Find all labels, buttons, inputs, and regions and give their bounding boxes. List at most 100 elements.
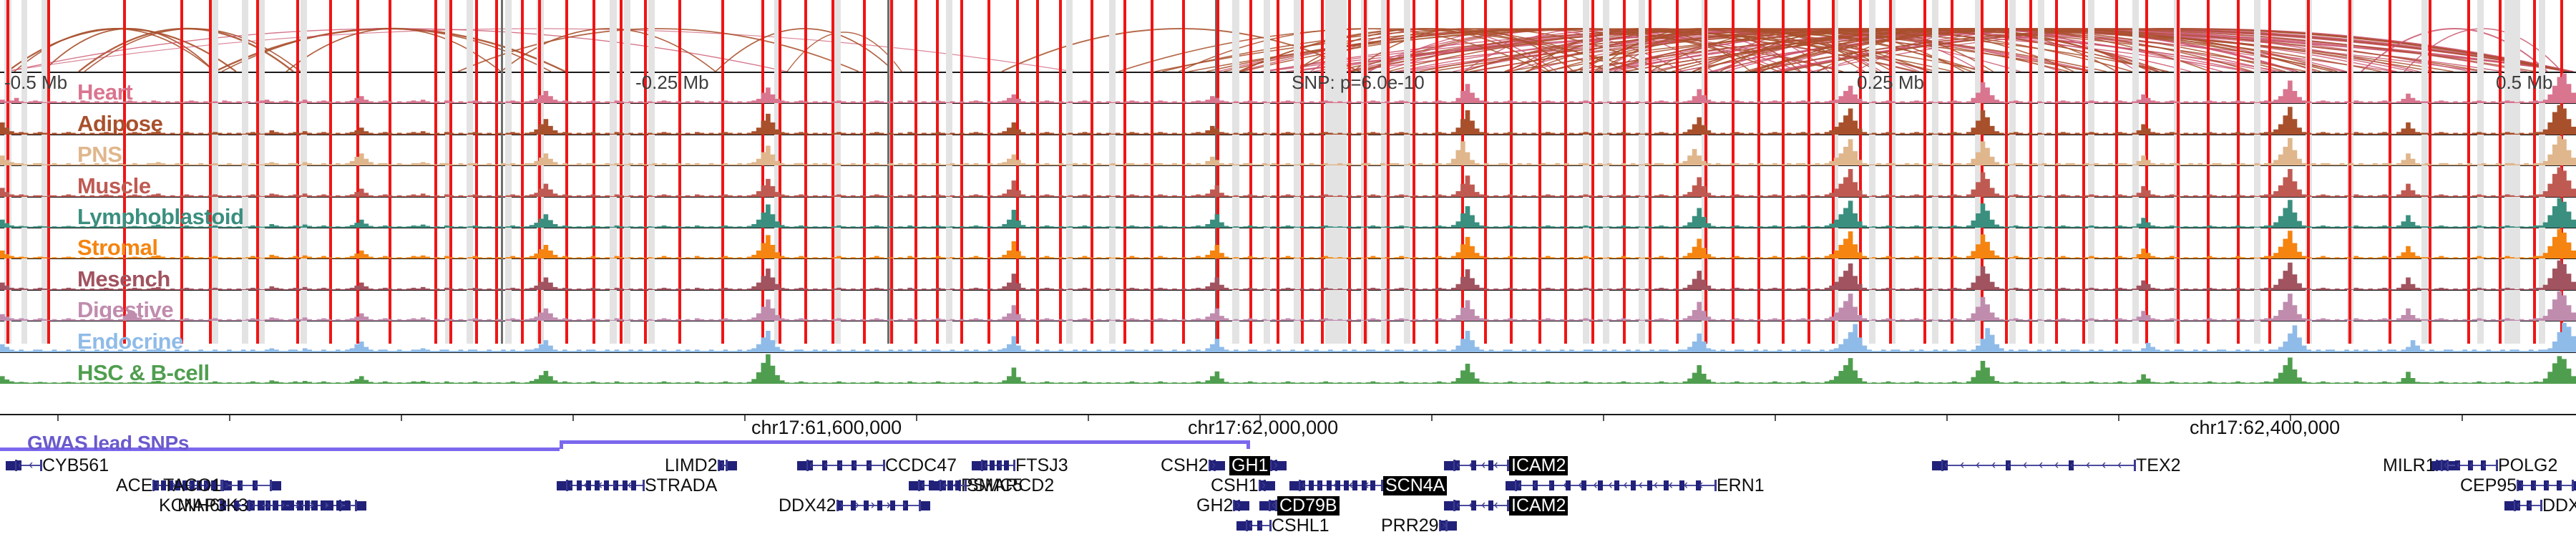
gene-start-cap [1270,460,1273,472]
gene-strand-arrow: ‹ [1668,478,1674,493]
gene-exon [305,500,311,511]
gene-strand-arrow: ‹ [2528,498,2533,513]
gene-scn4a[interactable]: ‹ ‹ ‹ ‹ ‹ SCN4A [1289,475,1448,495]
gene-strand-arrow: › [339,498,344,513]
gene-start-cap [566,480,568,492]
gene-terminus [797,460,806,470]
gene-limd2[interactable]: LIMD2 › [665,455,737,475]
gene-line [806,465,885,467]
chromatin-loop-arcs [0,0,2576,72]
signal-track-heart[interactable]: Heart [0,73,2576,105]
gene-strand-arrow: ‹ [1481,458,1486,473]
gene-icam2[interactable]: ‹ ‹ ‹ ‹ ICAM2 [1444,495,1568,516]
gene-csh2[interactable]: CSH2 › [1161,455,1225,475]
gene-prr29[interactable]: PRR29 › [1381,516,1457,535]
signal-track-mesench[interactable]: Mesench [0,259,2576,291]
gene-exon [919,480,924,491]
gene-exon [190,480,195,491]
gene-strand-arrow: ‹ [1991,458,1996,473]
signal-track-muscle[interactable]: Muscle [0,166,2576,198]
gene-icam2[interactable]: ‹ ‹ ‹ ‹ ICAM2 [1444,455,1568,475]
signal-track-pns[interactable]: PNS [0,135,2576,167]
gene-strada[interactable]: ‹ ‹ ‹ ‹ ‹ STRADA [557,475,717,495]
gene-gh1[interactable]: GH1 › [1229,455,1287,475]
gene-row: ACE››››TACO1›››‹‹‹‹‹STRADA‹‹‹PSMC5‹‹SMAR… [0,475,2576,495]
gene-terminus [1215,460,1225,470]
gene-ddx42[interactable]: DDX42 › › › › › [779,495,930,515]
gene-strand-arrow: › [870,498,875,513]
gwas-lead-snps-track[interactable]: GWAS lead SNPs [0,432,2576,456]
gene-start-cap [1233,500,1236,512]
gene-start-cap [981,460,983,472]
gene-cd79b[interactable]: ‹ CD79B [1259,495,1340,516]
gene-strand-arrow: ‹ [921,478,926,493]
gene-exon [2442,460,2447,471]
gene-strand-arrow: ‹ [597,478,603,493]
signal-track-hsc-b-cell[interactable]: HSC & B-cell [0,353,2576,384]
gene-strand-arrow: › [1236,498,1241,513]
gene-start-cap [1453,500,1455,512]
gene-ftsj3[interactable]: ‹ ‹ FTSJ3 [972,455,1068,475]
gene-ddx5[interactable]: ‹‹DDX5 [2504,495,2576,515]
gene-name: CSHL1 [1272,515,1330,536]
signal-track-lymphoblastoid[interactable]: Lymphoblastoid [0,198,2576,228]
gene-exon [265,500,270,511]
gene-body: ‹ ‹ ‹ ‹ [1453,458,1509,473]
gene-strand-arrow: ‹ [2039,458,2044,473]
gene-exon [1210,460,1216,471]
gene-gh2[interactable]: GH2 › [1196,495,1250,515]
signal-area [0,105,2576,135]
gene-exon [1260,480,1266,491]
gwas-locus-bar[interactable] [0,448,560,451]
gene-name: CEP95 [2460,475,2517,495]
gene-polg2[interactable]: ‹ ‹ ‹ ‹ POLG2 [2431,455,2557,475]
gene-body: › [1270,458,1278,472]
gene-strand-arrow: ‹ [1638,478,1643,493]
gene-annotation-track: ‹ ‹ CYB561 LIMD2 › ‹ ‹ ‹ ‹ ‹ CCDC47 ‹ ‹ FTSJ3 CSH2 › GH1… [0,455,2576,537]
gene-map3k3[interactable]: MAP3K3 › › › › › › › [177,495,366,515]
signal-track-stromal[interactable]: Stromal [0,228,2576,260]
gene-strand-arrow: ‹ [984,458,989,473]
gene-taco1[interactable]: TACO1 › › › [163,475,281,495]
gene-smarcd2[interactable]: ‹ ‹ SMARCD2 [930,475,1054,495]
gene-terminus [6,460,15,470]
gene-strand-arrow: ‹ [1365,478,1370,493]
gene-csh1[interactable]: CSH1 › [1211,475,1275,495]
gene-exon [1455,500,1460,511]
gene-terminus [1240,500,1250,511]
gene-exon [889,500,895,511]
gene-ccdc47[interactable]: ‹ ‹ ‹ ‹ ‹ CCDC47 [797,455,957,475]
gene-exon [567,480,572,491]
gene-name: KCNH6 [159,495,220,516]
coordinate-label: chr17:62,400,000 [2190,417,2341,438]
gene-exon [595,480,600,491]
gene-terminus [1444,500,1453,511]
gene-terminus [727,460,737,470]
gene-strand-arrow: ‹ [2102,458,2107,473]
signal-track-adipose[interactable]: Adipose [0,104,2576,135]
gene-strand-arrow: › [253,478,259,493]
gene-exon [1488,500,1493,511]
gene-terminus [972,460,981,470]
gene-cep95[interactable]: CEP95 › › › › [2460,475,2576,495]
gene-cyb561[interactable]: ‹ ‹ CYB561 [6,455,109,475]
signal-area [0,354,2576,384]
gene-terminus [930,480,940,490]
gene-strand-arrow: › [854,498,859,513]
signal-track-endocrine[interactable]: Endocrine [0,321,2576,353]
gene-start-cap [1515,480,1517,492]
gene-exon [585,480,591,491]
signal-area [0,135,2576,166]
gene-ern1[interactable]: ‹ ‹ ‹ ‹ ‹ ‹ ‹ ‹ ‹ ‹ ‹ ‹ ‹ ERN1 [1506,475,1765,495]
gene-cshl1[interactable]: ‹ ‹ CSHL1 [1236,516,1330,535]
gene-start-cap [221,480,224,492]
signal-track-digestive[interactable]: Digestive [0,291,2576,322]
gene-exon [238,480,243,491]
gene-end-cap [1507,500,1509,512]
gene-end-cap [1013,460,1015,472]
gene-strand-arrow: ‹ [2444,458,2449,473]
gwas-locus-bar[interactable] [560,440,1246,444]
gene-tex2[interactable]: ‹ ‹ ‹ ‹ ‹ ‹ ‹ ‹ ‹ ‹ ‹ ‹ TEX2 [1932,455,2181,475]
gene-strand-arrow: › [155,478,160,493]
gene-exon [852,460,857,471]
